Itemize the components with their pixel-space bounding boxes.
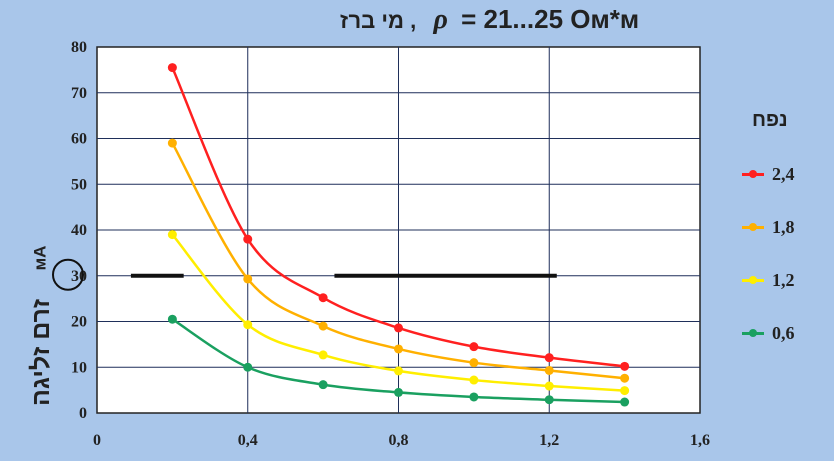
data-point (394, 366, 403, 376)
chart-title: מי ברז , ρ = 21...25 Ом*м (340, 4, 639, 36)
legend-item: 0,6 (742, 322, 795, 344)
data-point (167, 138, 177, 148)
y-tick-label: 10 (71, 359, 87, 376)
data-point (167, 63, 177, 73)
y-tick-label: 40 (71, 222, 87, 239)
data-point (469, 342, 479, 352)
title-rho-symbol: ρ (433, 4, 448, 35)
legend-label: 1,8 (772, 216, 795, 237)
y-tick-label: 50 (71, 176, 87, 193)
data-point (318, 350, 328, 360)
legend-swatch (742, 169, 764, 178)
data-point (620, 397, 630, 407)
data-point (469, 375, 479, 385)
legend-item: 1,2 (742, 269, 795, 291)
data-point (318, 293, 328, 303)
legend-item: 1,8 (742, 216, 795, 238)
x-tick-label: 1,6 (690, 432, 710, 449)
data-point (469, 392, 479, 402)
data-point (469, 358, 479, 368)
data-point (394, 387, 403, 397)
y-tick-label: 70 (71, 85, 87, 102)
legend-label: 2,4 (772, 163, 795, 184)
data-point (167, 314, 177, 324)
data-point (243, 362, 253, 372)
x-tick-label: 1,2 (539, 432, 559, 449)
legend-item: 2,4 (742, 163, 795, 185)
data-point (544, 381, 554, 391)
data-point (243, 320, 253, 330)
data-point (167, 230, 177, 240)
data-point (544, 353, 554, 363)
data-point (394, 323, 403, 333)
legend-swatch (742, 222, 764, 231)
legend-label: 0,6 (772, 322, 795, 343)
x-tick-label: 0 (93, 432, 101, 449)
data-point (620, 386, 630, 396)
data-point (394, 344, 403, 354)
data-point (620, 373, 630, 383)
y-tick-label: 60 (71, 131, 87, 148)
data-point (243, 234, 253, 244)
title-resistivity: = 21...25 Ом*м (461, 4, 640, 34)
y-tick-label: 20 (71, 314, 87, 331)
legend-title: נפח (752, 109, 788, 131)
data-point (620, 361, 630, 371)
legend-swatch (742, 275, 764, 284)
data-point (243, 274, 253, 284)
data-point (318, 380, 328, 390)
legend-swatch (742, 328, 764, 337)
x-tick-label: 0,4 (238, 432, 258, 449)
data-point (544, 395, 554, 405)
x-tick-label: 0,8 (389, 432, 409, 449)
y-tick-label: 80 (71, 39, 87, 56)
data-point (318, 321, 328, 331)
circled-tick-marker (52, 258, 84, 291)
legend-label: 1,2 (772, 269, 795, 290)
y-tick-label: 30 (71, 268, 87, 285)
title-prefix: מי ברז , (340, 8, 417, 33)
data-point (544, 365, 554, 375)
y-tick-label: 0 (79, 405, 87, 422)
